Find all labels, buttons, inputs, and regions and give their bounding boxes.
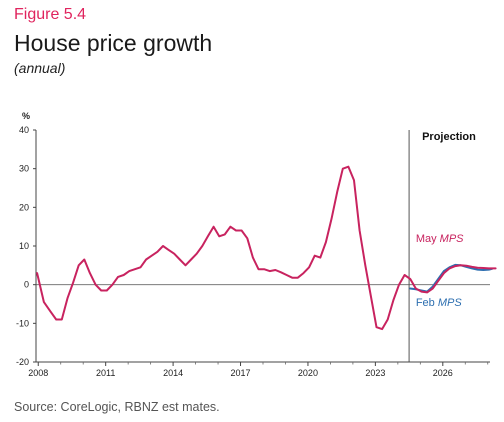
y-tick-label: -10 [16,318,29,328]
x-tick-label: 2008 [28,368,48,378]
x-tick-label: 2020 [298,368,318,378]
y-tick-label: -20 [16,357,29,367]
y-tick-label: 10 [19,241,29,251]
series-label-may-mps: May MPS [416,233,464,245]
chart-title: House price growth [14,30,213,56]
projection-label: Projection [422,131,476,143]
y-unit-label: % [22,111,30,121]
series-line-feb-mps [409,263,494,293]
y-tick-label: 30 [19,164,29,174]
x-tick-label: 2023 [365,368,385,378]
source-note: Source: CoreLogic, RBNZ est mates. [14,400,220,414]
series-line-may-mps [36,165,497,331]
x-tick-label: 2017 [231,368,251,378]
x-tick-label: 2014 [163,368,183,378]
x-tick-label: 2026 [433,368,453,378]
series-label-feb-mps: Feb MPS [416,297,463,309]
y-tick-label: 0 [24,280,29,290]
y-tick-label: 20 [19,202,29,212]
chart-subtitle: (annual) [14,60,66,76]
figure-label: Figure 5.4 [14,6,87,23]
y-tick-label: 40 [19,125,29,135]
x-tick-label: 2011 [96,368,115,378]
